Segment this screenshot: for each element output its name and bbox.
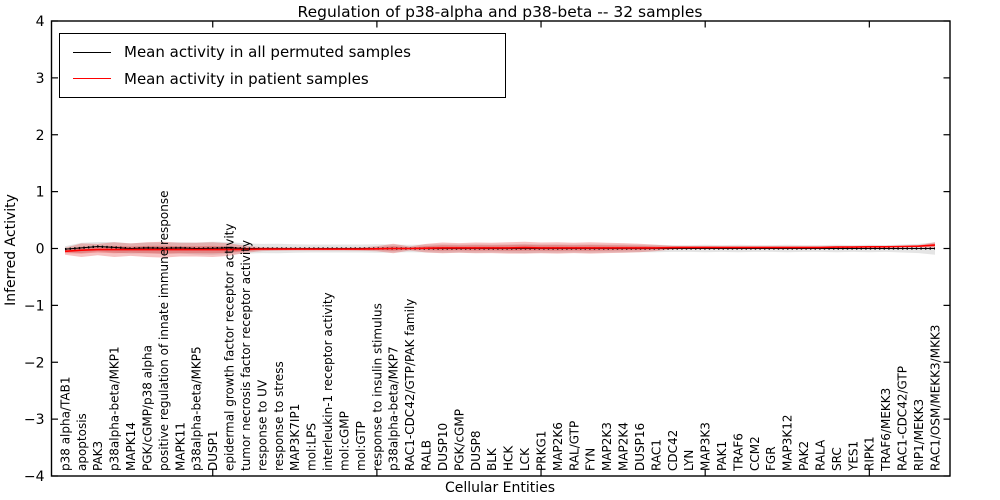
legend: Mean activity in all permuted samples Me… bbox=[59, 33, 506, 98]
x-category-label: PGK/cGMP bbox=[452, 409, 466, 471]
x-axis-label: Cellular Entities bbox=[444, 480, 556, 496]
y-tick-label: 2 bbox=[36, 128, 45, 144]
series-patient-line bbox=[64, 244, 936, 253]
y-tick-label: −2 bbox=[24, 355, 45, 371]
x-category-label: tumor necrosis factor receptor activity bbox=[239, 240, 253, 471]
x-category-label: PGK/cGMP/p38 alpha bbox=[141, 345, 155, 471]
x-category-label: PRKG1 bbox=[534, 431, 548, 471]
x-category-label: CDC42 bbox=[666, 430, 680, 471]
x-category-label: CCM2 bbox=[748, 436, 762, 471]
x-category-label: RALB bbox=[420, 440, 434, 471]
x-category-label: MAP3K7IP1 bbox=[288, 404, 302, 471]
x-category-label: interleukin-1 receptor activity bbox=[321, 292, 335, 471]
x-category-label: TRAF6 bbox=[731, 433, 745, 472]
x-category-label: response to UV bbox=[255, 379, 269, 471]
x-category-label: RAC1-CDC42/GTP bbox=[896, 366, 910, 471]
x-category-label: RIPK1 bbox=[863, 436, 877, 471]
legend-label-permuted: Mean activity in all permuted samples bbox=[124, 43, 411, 62]
legend-line-patient-swatch bbox=[73, 78, 111, 80]
x-category-label: MAP2K3 bbox=[600, 422, 614, 471]
x-category-label: RAC1/OSM/MEKK3/MKK3 bbox=[928, 325, 942, 471]
x-category-label: p38alpha-beta/MKP7 bbox=[387, 346, 401, 471]
x-category-label: MAP3K3 bbox=[699, 422, 713, 471]
x-category-label: YES1 bbox=[846, 441, 860, 472]
y-axis-label: Inferred Activity bbox=[3, 194, 19, 306]
legend-label-patient: Mean activity in patient samples bbox=[124, 69, 369, 88]
x-category-label: FYN bbox=[584, 448, 598, 471]
y-tick-label: 1 bbox=[36, 185, 45, 201]
x-category-label: LCK bbox=[518, 447, 532, 471]
x-category-label: apoptosis bbox=[75, 413, 89, 471]
x-category-label: MAPK11 bbox=[173, 422, 187, 471]
x-category-label: DUSP16 bbox=[633, 423, 647, 471]
y-tick-label: −1 bbox=[24, 298, 45, 314]
x-category-label: RALA bbox=[814, 439, 828, 471]
x-category-label: RIP1/MEKK3 bbox=[912, 399, 926, 471]
x-category-label: FGR bbox=[764, 446, 778, 471]
x-category-label: PAK1 bbox=[715, 441, 729, 471]
legend-item-patient: Mean activity in patient samples bbox=[73, 70, 505, 88]
legend-item-permuted: Mean activity in all permuted samples bbox=[73, 43, 505, 61]
x-category-label: p38alpha-beta/MKP1 bbox=[108, 346, 122, 471]
x-category-label: mol:GTP bbox=[354, 421, 368, 471]
x-category-label: MAPK14 bbox=[124, 422, 138, 471]
x-category-label: RAL/GTP bbox=[567, 421, 581, 471]
y-tick-label: −4 bbox=[24, 469, 45, 485]
x-category-label: BLK bbox=[485, 447, 499, 471]
x-category-label: DUSP10 bbox=[436, 423, 450, 471]
x-category-label: HCK bbox=[502, 445, 516, 471]
x-category-label: mol:LPS bbox=[305, 423, 319, 471]
y-tick-label: 0 bbox=[36, 242, 45, 258]
x-category-label: p38 alpha/TAB1 bbox=[58, 377, 72, 471]
x-category-label: RAC1 bbox=[649, 439, 663, 471]
x-category-label: epidermal growth factor receptor activit… bbox=[223, 224, 237, 471]
x-category-label: LYN bbox=[682, 450, 696, 471]
x-category-label: DUSP8 bbox=[469, 430, 483, 471]
x-category-label: MAP2K4 bbox=[617, 422, 631, 471]
x-category-label: response to stress bbox=[272, 361, 286, 471]
x-category-label: RAC1-CDC42/GTP/PAK family bbox=[403, 299, 417, 471]
legend-line-permuted-swatch bbox=[73, 51, 111, 53]
x-category-label: response to insulin stimulus bbox=[370, 303, 384, 471]
x-category-label: mol:cGMP bbox=[338, 411, 352, 471]
x-category-label: MAP3K12 bbox=[781, 414, 795, 471]
y-tick-label: 3 bbox=[36, 71, 45, 87]
x-category-label: DUSP1 bbox=[206, 430, 220, 471]
x-category-label: PAK2 bbox=[797, 441, 811, 471]
x-category-label: PAK3 bbox=[91, 441, 105, 471]
x-category-label: SRC bbox=[830, 447, 844, 471]
x-category-label: p38alpha-beta/MKP5 bbox=[190, 346, 204, 471]
band-patient-outer bbox=[65, 241, 935, 258]
y-tick-label: −3 bbox=[24, 412, 45, 428]
y-tick-label: 4 bbox=[36, 14, 45, 30]
x-category-label: MAP2K6 bbox=[551, 422, 565, 471]
x-category-label: positive regulation of innate immune res… bbox=[157, 191, 171, 471]
chart-title: Regulation of p38-alpha and p38-beta -- … bbox=[297, 3, 703, 21]
x-category-label: TRAF6/MEKK3 bbox=[879, 388, 893, 472]
